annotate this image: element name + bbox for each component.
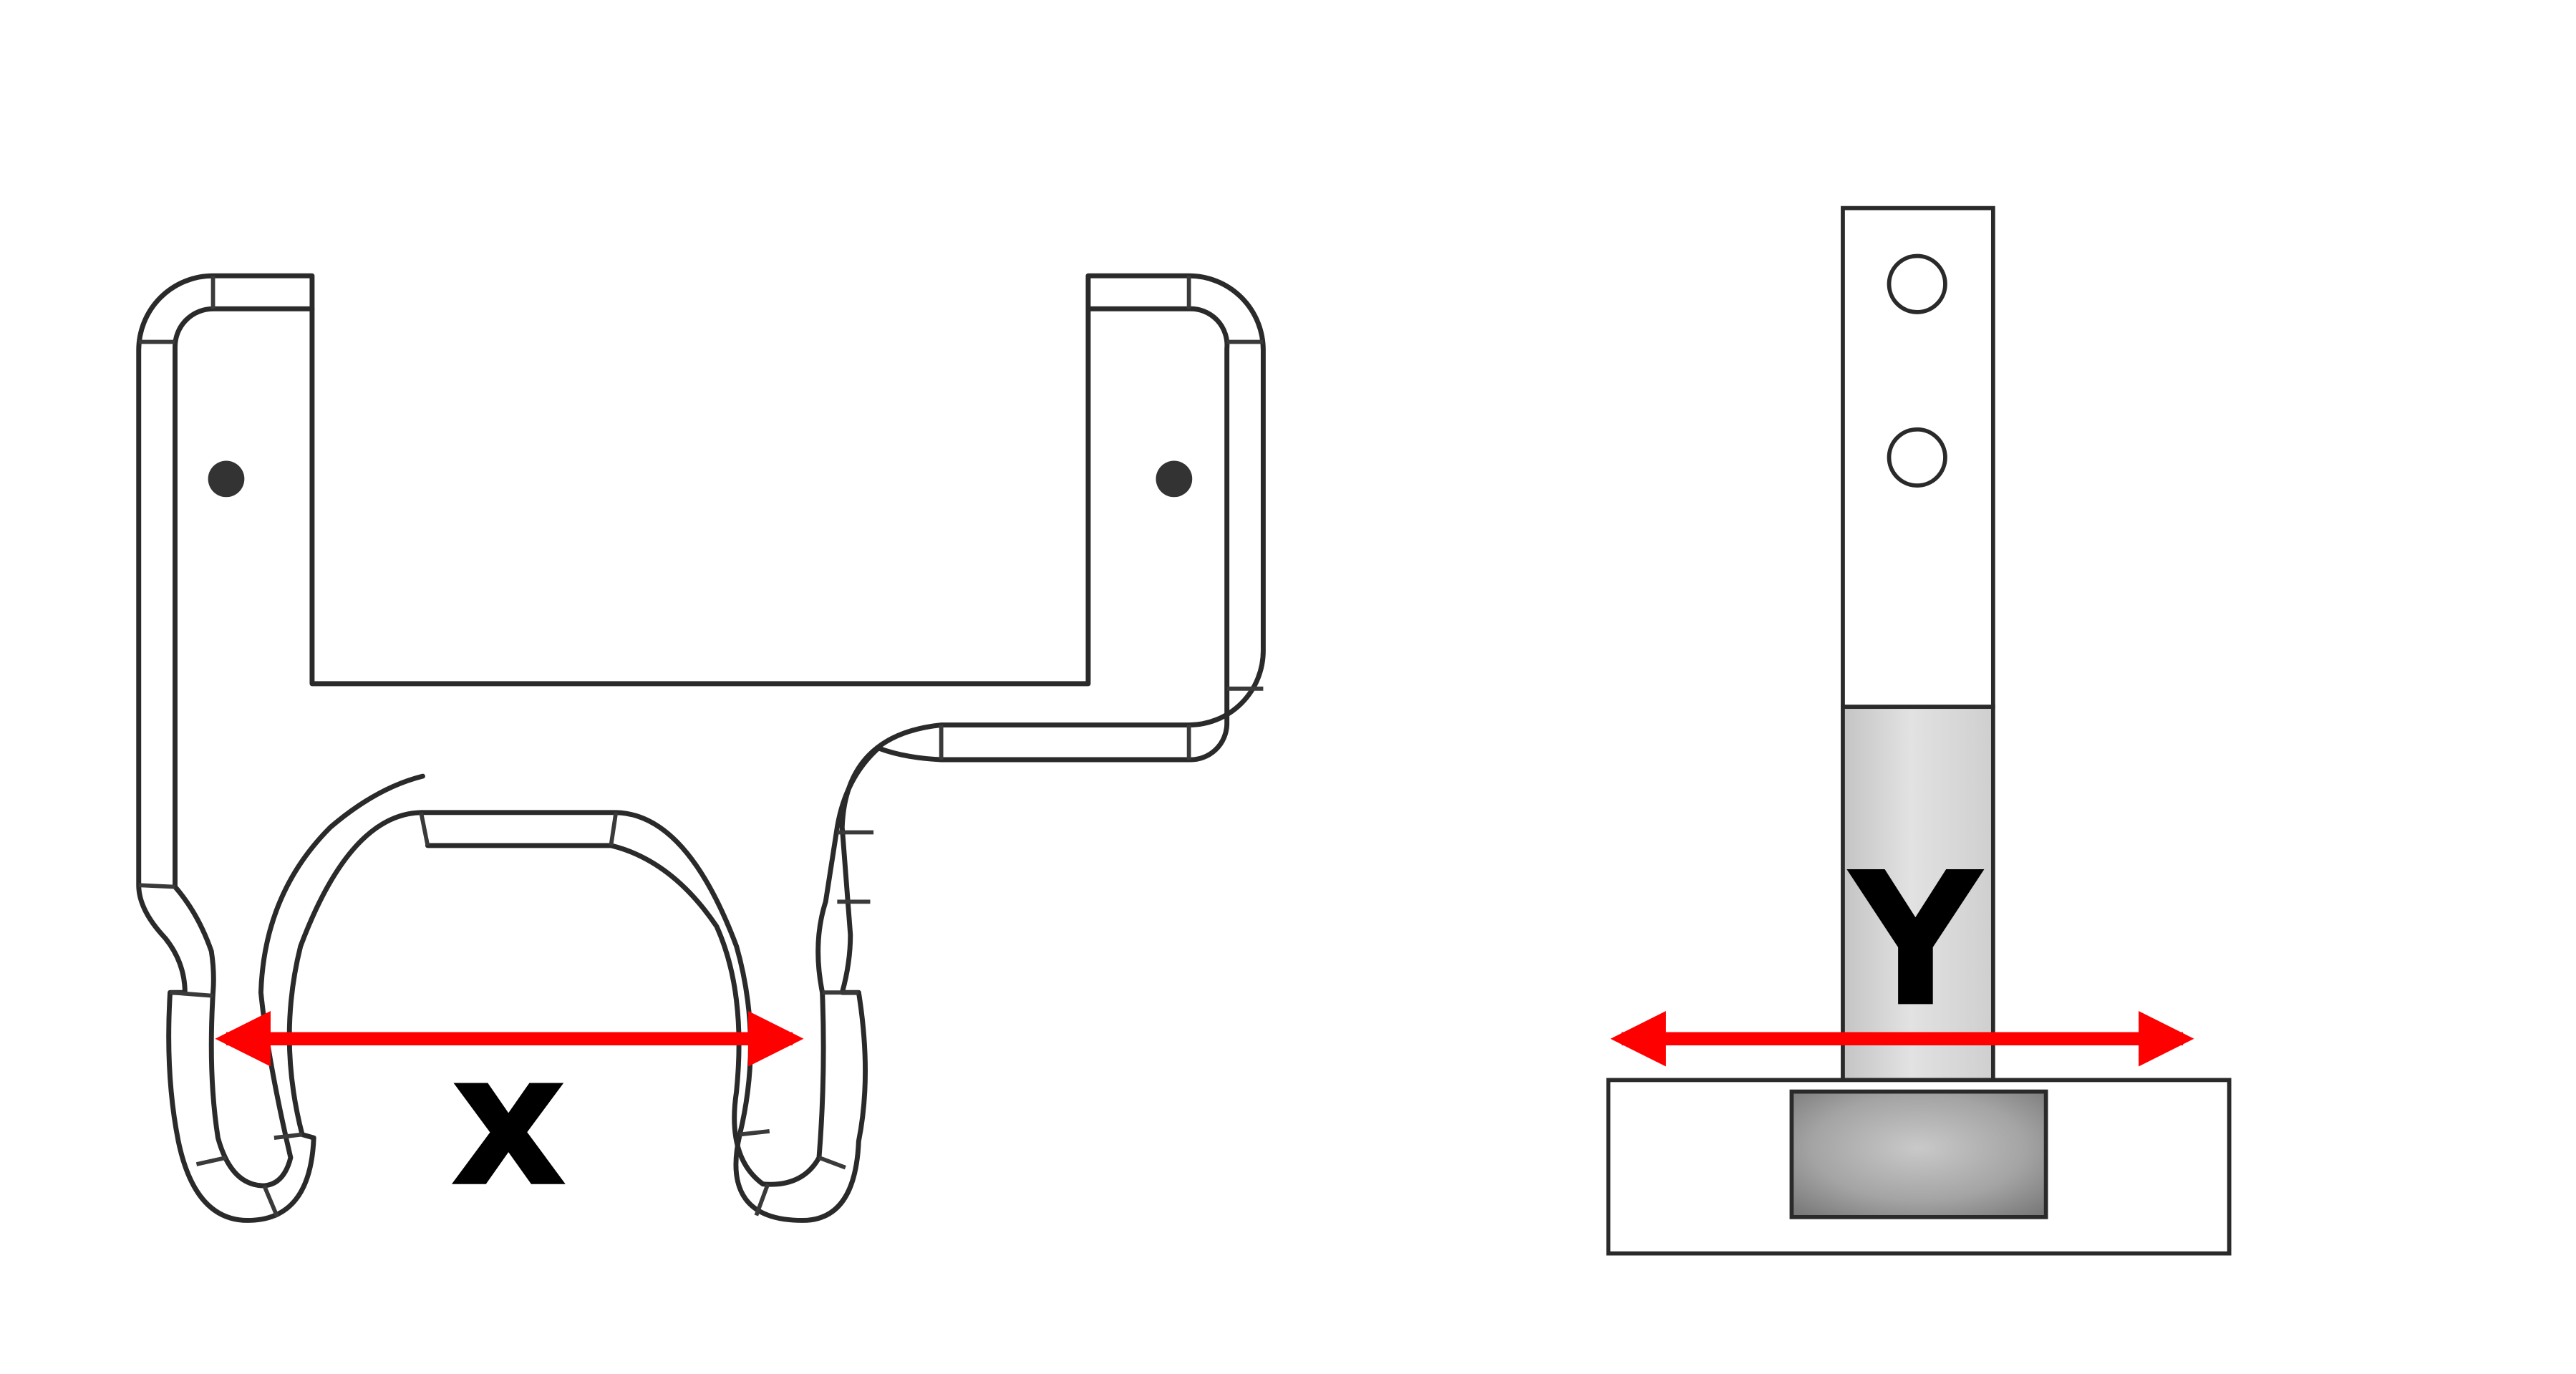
side-hole-upper — [1887, 253, 1947, 314]
bracket-outer-contour — [136, 273, 1266, 1223]
bracket-front-view: x — [136, 273, 1266, 1228]
left-mounting-hole — [208, 460, 245, 498]
bracket-seams — [138, 276, 1264, 1218]
right-mounting-hole — [1156, 460, 1193, 498]
bracket-inner-contour — [173, 306, 1230, 1189]
side-hole-lower — [1887, 427, 1947, 488]
bracket-side-view: Y — [1606, 205, 2232, 1256]
dimension-y-label: Y — [1846, 832, 1985, 1048]
dimension-x-label: x — [449, 1012, 568, 1228]
side-base-block — [1789, 1089, 2048, 1219]
